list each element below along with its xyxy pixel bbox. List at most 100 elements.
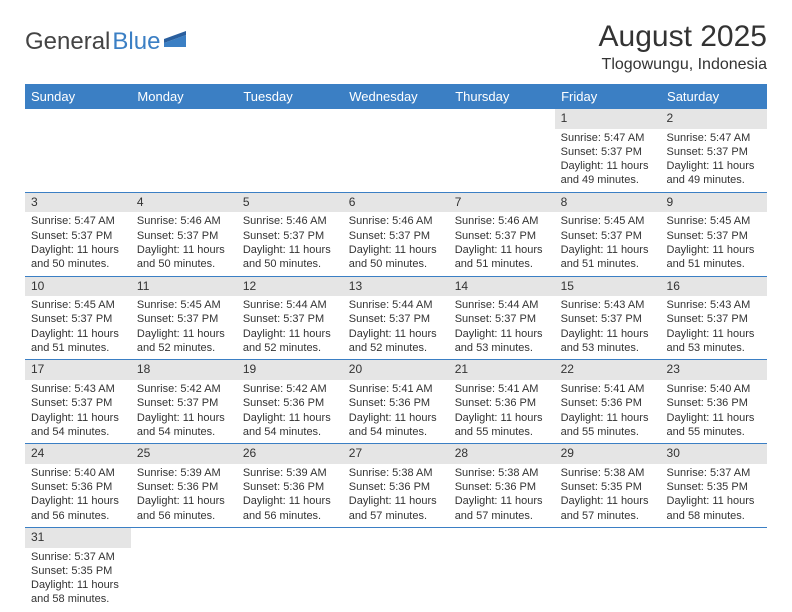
calendar-cell: 15Sunrise: 5:43 AMSunset: 5:37 PMDayligh…: [555, 276, 661, 360]
day-number: 28: [449, 444, 555, 464]
sunset-line: Sunset: 5:36 PM: [31, 480, 125, 494]
sunset-line: Sunset: 5:37 PM: [667, 312, 761, 326]
flag-icon: [164, 31, 186, 47]
calendar-cell: 14Sunrise: 5:44 AMSunset: 5:37 PMDayligh…: [449, 276, 555, 360]
day-of-week-row: SundayMondayTuesdayWednesdayThursdayFrid…: [25, 84, 767, 109]
daylight-line: Daylight: 11 hours and 53 minutes.: [561, 327, 655, 356]
day-details: Sunrise: 5:45 AMSunset: 5:37 PMDaylight:…: [131, 296, 237, 359]
sunrise-line: Sunrise: 5:38 AM: [561, 466, 655, 480]
calendar-cell: 12Sunrise: 5:44 AMSunset: 5:37 PMDayligh…: [237, 276, 343, 360]
calendar-cell: 2Sunrise: 5:47 AMSunset: 5:37 PMDaylight…: [661, 109, 767, 192]
sunset-line: Sunset: 5:37 PM: [243, 312, 337, 326]
sunrise-line: Sunrise: 5:44 AM: [243, 298, 337, 312]
day-details: Sunrise: 5:45 AMSunset: 5:37 PMDaylight:…: [25, 296, 131, 359]
calendar-week-row: 1Sunrise: 5:47 AMSunset: 5:37 PMDaylight…: [25, 109, 767, 192]
calendar-cell: 4Sunrise: 5:46 AMSunset: 5:37 PMDaylight…: [131, 192, 237, 276]
sunrise-line: Sunrise: 5:46 AM: [243, 214, 337, 228]
daylight-line: Daylight: 11 hours and 57 minutes.: [455, 494, 549, 523]
daylight-line: Daylight: 11 hours and 51 minutes.: [31, 327, 125, 356]
sunset-line: Sunset: 5:37 PM: [31, 396, 125, 410]
day-details: Sunrise: 5:43 AMSunset: 5:37 PMDaylight:…: [555, 296, 661, 359]
calendar-week-row: 31Sunrise: 5:37 AMSunset: 5:35 PMDayligh…: [25, 527, 767, 610]
calendar-cell: 24Sunrise: 5:40 AMSunset: 5:36 PMDayligh…: [25, 444, 131, 528]
day-number: 12: [237, 277, 343, 297]
calendar-cell: 5Sunrise: 5:46 AMSunset: 5:37 PMDaylight…: [237, 192, 343, 276]
day-details: Sunrise: 5:42 AMSunset: 5:36 PMDaylight:…: [237, 380, 343, 443]
calendar-week-row: 17Sunrise: 5:43 AMSunset: 5:37 PMDayligh…: [25, 360, 767, 444]
calendar-cell: 3Sunrise: 5:47 AMSunset: 5:37 PMDaylight…: [25, 192, 131, 276]
sunrise-line: Sunrise: 5:46 AM: [455, 214, 549, 228]
sunrise-line: Sunrise: 5:47 AM: [561, 131, 655, 145]
calendar-cell: 7Sunrise: 5:46 AMSunset: 5:37 PMDaylight…: [449, 192, 555, 276]
daylight-line: Daylight: 11 hours and 55 minutes.: [667, 411, 761, 440]
sunset-line: Sunset: 5:37 PM: [667, 145, 761, 159]
month-title: August 2025: [599, 20, 767, 54]
calendar-cell: 21Sunrise: 5:41 AMSunset: 5:36 PMDayligh…: [449, 360, 555, 444]
sunrise-line: Sunrise: 5:43 AM: [561, 298, 655, 312]
sunset-line: Sunset: 5:37 PM: [349, 312, 443, 326]
calendar-cell: 22Sunrise: 5:41 AMSunset: 5:36 PMDayligh…: [555, 360, 661, 444]
calendar-cell: [25, 109, 131, 192]
calendar-cell: [131, 527, 237, 610]
logo: GeneralBlue: [25, 20, 186, 56]
calendar-cell: 28Sunrise: 5:38 AMSunset: 5:36 PMDayligh…: [449, 444, 555, 528]
day-number: 27: [343, 444, 449, 464]
day-details: Sunrise: 5:46 AMSunset: 5:37 PMDaylight:…: [131, 212, 237, 275]
daylight-line: Daylight: 11 hours and 51 minutes.: [455, 243, 549, 272]
sunrise-line: Sunrise: 5:45 AM: [561, 214, 655, 228]
sunrise-line: Sunrise: 5:37 AM: [31, 550, 125, 564]
day-number: 24: [25, 444, 131, 464]
day-number: 13: [343, 277, 449, 297]
calendar-cell: 29Sunrise: 5:38 AMSunset: 5:35 PMDayligh…: [555, 444, 661, 528]
day-details: Sunrise: 5:45 AMSunset: 5:37 PMDaylight:…: [555, 212, 661, 275]
day-details: Sunrise: 5:47 AMSunset: 5:37 PMDaylight:…: [555, 129, 661, 192]
calendar-cell: [131, 109, 237, 192]
day-header: Tuesday: [237, 84, 343, 109]
sunrise-line: Sunrise: 5:39 AM: [137, 466, 231, 480]
daylight-line: Daylight: 11 hours and 51 minutes.: [561, 243, 655, 272]
calendar-cell: 20Sunrise: 5:41 AMSunset: 5:36 PMDayligh…: [343, 360, 449, 444]
day-details: Sunrise: 5:46 AMSunset: 5:37 PMDaylight:…: [343, 212, 449, 275]
sunset-line: Sunset: 5:36 PM: [137, 480, 231, 494]
day-details: Sunrise: 5:38 AMSunset: 5:35 PMDaylight:…: [555, 464, 661, 527]
daylight-line: Daylight: 11 hours and 54 minutes.: [349, 411, 443, 440]
daylight-line: Daylight: 11 hours and 49 minutes.: [561, 159, 655, 188]
daylight-line: Daylight: 11 hours and 50 minutes.: [137, 243, 231, 272]
calendar-cell: [555, 527, 661, 610]
daylight-line: Daylight: 11 hours and 52 minutes.: [243, 327, 337, 356]
sunset-line: Sunset: 5:37 PM: [561, 312, 655, 326]
day-number: 4: [131, 193, 237, 213]
calendar-week-row: 3Sunrise: 5:47 AMSunset: 5:37 PMDaylight…: [25, 192, 767, 276]
calendar-cell: 18Sunrise: 5:42 AMSunset: 5:37 PMDayligh…: [131, 360, 237, 444]
sunset-line: Sunset: 5:35 PM: [561, 480, 655, 494]
day-details: Sunrise: 5:39 AMSunset: 5:36 PMDaylight:…: [237, 464, 343, 527]
sunrise-line: Sunrise: 5:42 AM: [243, 382, 337, 396]
day-details: Sunrise: 5:40 AMSunset: 5:36 PMDaylight:…: [25, 464, 131, 527]
sunrise-line: Sunrise: 5:43 AM: [31, 382, 125, 396]
day-number: 7: [449, 193, 555, 213]
daylight-line: Daylight: 11 hours and 50 minutes.: [243, 243, 337, 272]
daylight-line: Daylight: 11 hours and 53 minutes.: [455, 327, 549, 356]
calendar-cell: [449, 527, 555, 610]
sunset-line: Sunset: 5:36 PM: [349, 396, 443, 410]
day-header: Wednesday: [343, 84, 449, 109]
sunset-line: Sunset: 5:37 PM: [137, 396, 231, 410]
logo-text-general: General: [25, 28, 110, 56]
daylight-line: Daylight: 11 hours and 57 minutes.: [561, 494, 655, 523]
day-number: 23: [661, 360, 767, 380]
sunrise-line: Sunrise: 5:47 AM: [31, 214, 125, 228]
sunset-line: Sunset: 5:37 PM: [455, 229, 549, 243]
sunset-line: Sunset: 5:37 PM: [31, 312, 125, 326]
daylight-line: Daylight: 11 hours and 54 minutes.: [243, 411, 337, 440]
sunrise-line: Sunrise: 5:45 AM: [31, 298, 125, 312]
header: GeneralBlue August 2025 Tlogowungu, Indo…: [25, 20, 767, 74]
calendar-cell: 30Sunrise: 5:37 AMSunset: 5:35 PMDayligh…: [661, 444, 767, 528]
calendar-body: 1Sunrise: 5:47 AMSunset: 5:37 PMDaylight…: [25, 109, 767, 611]
calendar-cell: 17Sunrise: 5:43 AMSunset: 5:37 PMDayligh…: [25, 360, 131, 444]
daylight-line: Daylight: 11 hours and 58 minutes.: [31, 578, 125, 607]
sunrise-line: Sunrise: 5:38 AM: [349, 466, 443, 480]
sunrise-line: Sunrise: 5:46 AM: [137, 214, 231, 228]
sunrise-line: Sunrise: 5:42 AM: [137, 382, 231, 396]
calendar-cell: 8Sunrise: 5:45 AMSunset: 5:37 PMDaylight…: [555, 192, 661, 276]
daylight-line: Daylight: 11 hours and 56 minutes.: [243, 494, 337, 523]
